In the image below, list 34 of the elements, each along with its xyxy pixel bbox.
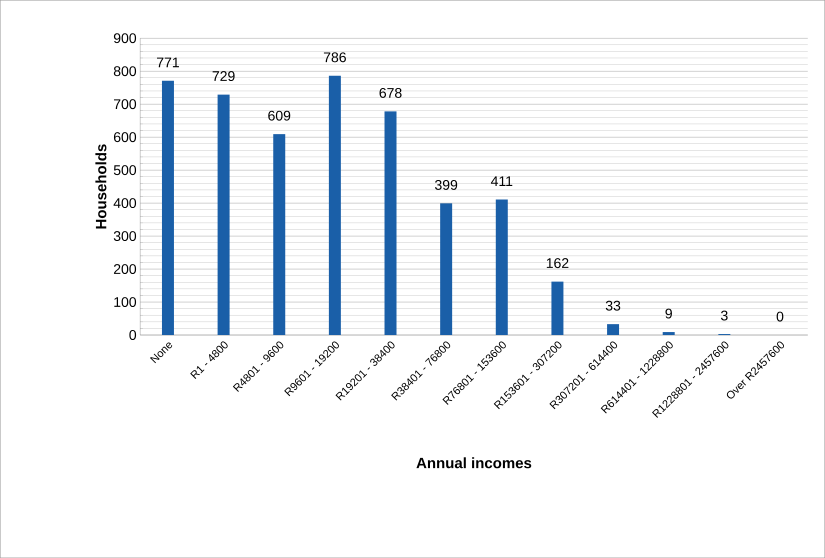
bar xyxy=(273,134,286,335)
data-label: 0 xyxy=(776,312,784,322)
y-tick-label: 800 xyxy=(114,66,136,76)
data-label: 9 xyxy=(665,308,672,318)
data-label: 162 xyxy=(546,258,568,268)
y-tick-label: 500 xyxy=(114,165,136,176)
y-tick-label: 900 xyxy=(114,33,136,44)
x-axis-title: Annual incomes xyxy=(416,457,532,468)
bar xyxy=(328,76,341,335)
data-label: 771 xyxy=(157,58,179,68)
bar xyxy=(162,80,174,335)
bar xyxy=(607,324,620,335)
bar xyxy=(496,199,508,335)
bar xyxy=(384,111,397,335)
y-tick-label: 0 xyxy=(129,330,136,340)
y-tick-label: 400 xyxy=(114,198,136,208)
bar xyxy=(662,332,675,335)
data-label: 411 xyxy=(490,176,512,186)
data-label: 729 xyxy=(212,71,235,82)
data-label: 786 xyxy=(324,52,346,62)
data-label: 678 xyxy=(380,88,402,98)
data-label: 399 xyxy=(435,180,458,190)
bar xyxy=(218,94,230,335)
y-axis-title: Households xyxy=(95,144,106,228)
y-tick-label: 700 xyxy=(114,99,136,110)
data-label: 3 xyxy=(720,310,728,320)
y-tick-label: 300 xyxy=(114,231,136,241)
bar xyxy=(440,203,452,335)
bar xyxy=(551,282,564,335)
y-tick-label: 100 xyxy=(114,297,136,307)
y-tick-label: 600 xyxy=(114,132,136,142)
y-tick-label: 200 xyxy=(114,264,136,274)
data-label: 33 xyxy=(606,300,620,311)
data-label: 609 xyxy=(268,110,290,121)
